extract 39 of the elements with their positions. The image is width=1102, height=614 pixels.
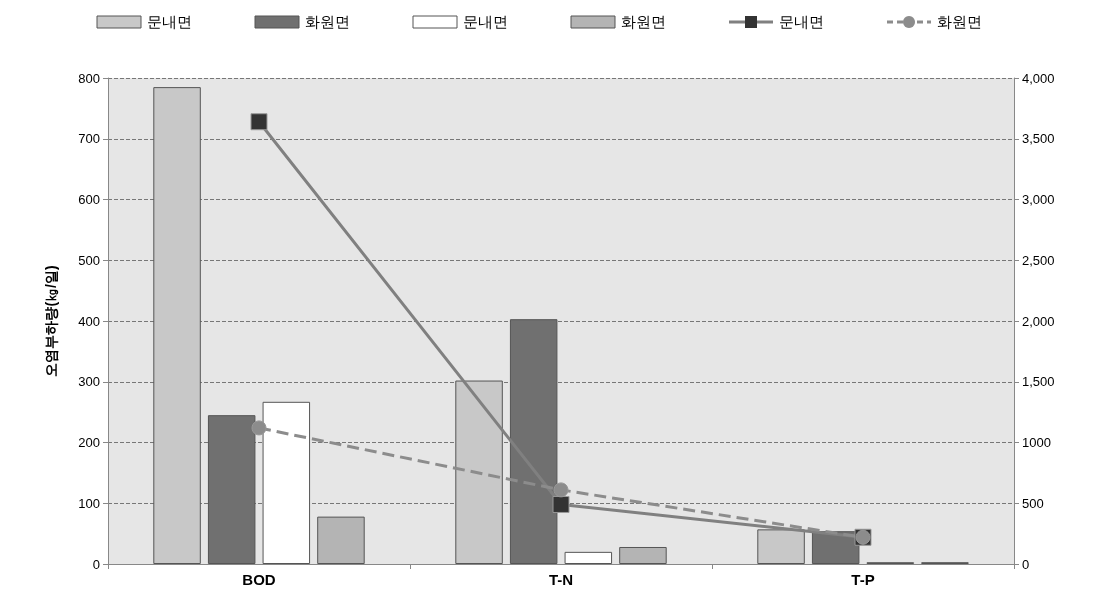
x-tick-label: T-P (851, 571, 875, 588)
y2-tick-label: 1,500 (1022, 374, 1055, 390)
y2-tick-label: 2,500 (1022, 252, 1055, 268)
y-tick-label: 500 (78, 252, 100, 268)
y-axis-title: 오염부하량(㎏/일) (43, 265, 59, 377)
y2-tick-label: 500 (1022, 495, 1044, 511)
y2-tick-label: 2,000 (1022, 313, 1055, 329)
y-tick-label: 400 (78, 313, 100, 329)
bar (564, 551, 613, 564)
legend-label: 문내면 (463, 13, 508, 31)
y-tick-label: 700 (78, 131, 100, 147)
y-tick-label: 200 (78, 435, 100, 450)
y-tick-label: 100 (78, 495, 100, 511)
y2-tick-label: 1000 (1022, 435, 1051, 450)
y2-tick-label: 4,000 (1022, 70, 1055, 86)
x-tick-label: T-N (548, 571, 574, 588)
bar (153, 87, 201, 564)
legend-label: 화원면 (937, 13, 982, 31)
bar (262, 401, 311, 564)
y2-tick-label: 0 (1022, 556, 1030, 572)
bar (317, 516, 365, 564)
y-tick-label: 300 (78, 374, 100, 390)
legend-label: 화원면 (621, 13, 666, 31)
legend-label: 문내면 (779, 13, 824, 31)
legend-label: 화원면 (305, 13, 350, 31)
point (552, 495, 570, 513)
point (553, 482, 569, 498)
point (250, 113, 268, 131)
y-tick-label: 0 (92, 556, 100, 572)
y2-tick-label: 3,500 (1022, 131, 1055, 147)
y-tick-label: 800 (78, 70, 100, 86)
y2-tick-label: 3,000 (1022, 192, 1055, 207)
x-tick-label: BOD (242, 571, 276, 588)
point (251, 420, 267, 436)
bar (619, 546, 667, 564)
bar (455, 380, 503, 564)
legend-label: 문내면 (147, 13, 192, 31)
bar (757, 529, 805, 564)
y-tick-label: 600 (78, 192, 100, 207)
